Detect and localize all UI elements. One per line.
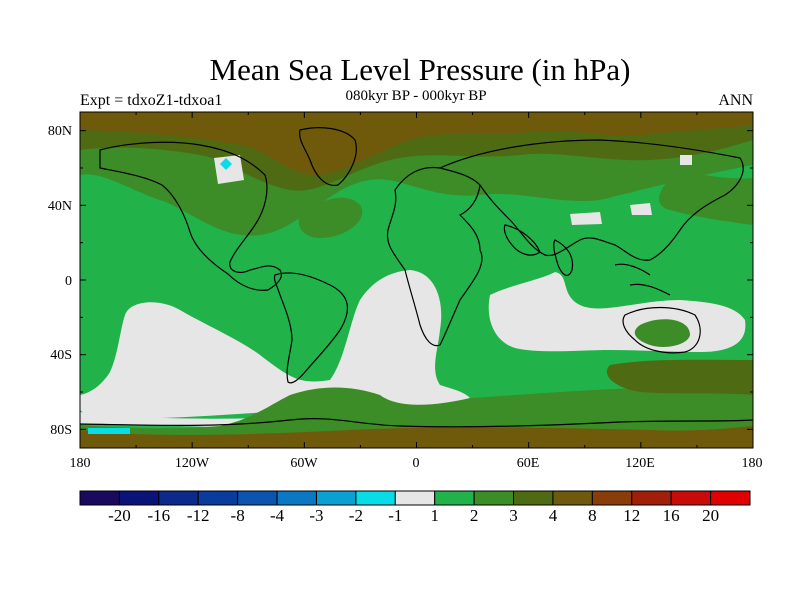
japan-patch	[630, 203, 652, 215]
cyan-patch-south	[88, 428, 130, 434]
experiment-label: Expt = tdxoZ1-tdxoa1	[80, 92, 223, 109]
colorbar-label: -12	[186, 506, 210, 525]
australia-band	[634, 319, 690, 347]
colorbar-label: -4	[269, 506, 285, 525]
indonesia-coast	[614, 263, 671, 296]
colorbar-label: 20	[702, 506, 720, 525]
colorbar-swatch	[315, 490, 357, 506]
coastlines	[80, 127, 753, 428]
arctic-band-highest	[80, 112, 753, 176]
lon-label-180e: 180	[741, 456, 763, 471]
map-ticks	[79, 112, 754, 448]
north-pacific-patch	[214, 155, 244, 184]
colorbar-label: 16	[662, 506, 680, 525]
australia-coast	[622, 306, 701, 354]
lat-label-40n: 40N	[47, 199, 72, 214]
india-coast	[553, 239, 574, 277]
colorbar-swatch	[513, 490, 554, 506]
lon-label-120e: 120E	[625, 456, 655, 471]
arctic-patch	[680, 155, 692, 165]
colorbar-label: -20	[108, 506, 131, 525]
lon-label-120w: 120W	[174, 456, 210, 471]
colorbar-label: 2	[469, 506, 479, 525]
colorbar-label: 1	[430, 506, 439, 525]
cyan-patch-north	[220, 158, 232, 170]
colorbar-swatch	[276, 490, 317, 506]
lat-label-40s: 40S	[50, 348, 72, 363]
colorbar-swatch	[394, 490, 436, 506]
lat-label-80s: 80S	[50, 423, 72, 438]
lon-label-60w: 60W	[290, 456, 318, 471]
southern-band-high	[606, 359, 753, 395]
colorbar-swatch	[118, 490, 160, 506]
east-asia-band	[659, 170, 753, 225]
colorbar-swatch	[158, 490, 199, 506]
colorbar-label: -3	[309, 506, 324, 525]
map-field	[80, 112, 753, 448]
south-pacific-neutral	[80, 270, 473, 420]
colorbar-label: 4	[548, 506, 558, 525]
colorbar-label: -2	[348, 506, 363, 525]
lat-label-80n: 80N	[47, 124, 72, 139]
colorbar-swatch	[473, 490, 515, 506]
lat-label-0: 0	[65, 274, 72, 289]
colorbar-swatch	[631, 490, 672, 506]
europe-africa-coast	[386, 166, 483, 347]
page-title: Mean Sea Level Pressure (in hPa)	[209, 52, 631, 87]
north-atlantic-band	[298, 197, 363, 238]
southern-band-highest	[80, 426, 753, 448]
colorbar-swatch	[237, 490, 278, 506]
colorbar-label: -16	[147, 506, 171, 525]
colorbar-swatch	[591, 490, 633, 506]
colorbar-swatch	[434, 490, 475, 506]
colorbar-label: 8	[588, 506, 597, 525]
colorbar-swatch	[670, 490, 712, 506]
colorbar-swatch	[710, 490, 751, 506]
arabia-coast	[503, 224, 541, 256]
page-subtitle: 080kyr BP - 000kyr BP	[345, 88, 487, 104]
colorbar-label: -1	[388, 506, 403, 525]
colorbar-label: 3	[509, 506, 518, 525]
lon-label-0: 0	[412, 456, 420, 471]
colorbar-label: 12	[623, 506, 641, 525]
asia-patch	[570, 212, 602, 225]
colorbar-swatch	[355, 490, 396, 506]
lon-label-180w: 180	[69, 456, 91, 471]
lon-label-60e: 60E	[516, 456, 540, 471]
asia-coast	[439, 139, 744, 261]
greenland-coast	[299, 127, 357, 187]
colorbar-label: -8	[230, 506, 245, 525]
north-america-coast	[99, 141, 282, 291]
season-label: ANN	[718, 92, 753, 109]
colorbar-swatch	[79, 490, 120, 506]
south-america-coast	[273, 272, 348, 384]
colorbar-swatch	[197, 490, 239, 506]
antarctica-coast	[80, 418, 753, 428]
colorbar-swatch	[552, 490, 593, 506]
